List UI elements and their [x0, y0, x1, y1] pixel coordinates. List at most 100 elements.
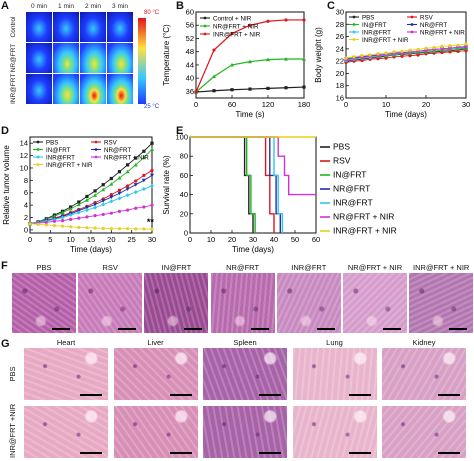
data-point — [384, 56, 388, 60]
y-tick-label: 60 — [180, 171, 188, 180]
data-point — [126, 208, 130, 212]
data-point — [85, 194, 89, 199]
y-tick-label: 40 — [180, 190, 188, 199]
y-axis-label: Survival rate (%) — [162, 155, 171, 214]
panel-label-g: G — [1, 338, 10, 350]
data-point — [52, 223, 57, 228]
y-tick-label: 24 — [336, 44, 344, 53]
series-line — [190, 136, 254, 233]
data-point — [408, 54, 412, 58]
scale-bar — [348, 394, 371, 396]
data-point — [76, 202, 81, 207]
legend-entry: NR@FRT — [420, 22, 447, 29]
panel-label-a: A — [1, 0, 9, 12]
data-point — [77, 225, 81, 230]
y-tick-label: 48 — [186, 47, 194, 56]
data-point — [60, 224, 65, 228]
legend-entry: INR@FRT + NIR — [213, 31, 261, 38]
x-tick-label: 0 — [194, 100, 198, 109]
data-point — [456, 43, 460, 47]
data-point — [44, 223, 48, 227]
series-line — [190, 136, 282, 233]
histology-group-label: INR@FRT + NIR — [413, 263, 470, 272]
legend-entry: INR@FRT — [333, 197, 373, 207]
y-tick-label: 6 — [24, 188, 28, 197]
legend-marker — [36, 155, 40, 159]
data-point — [117, 191, 122, 196]
data-point — [117, 196, 122, 201]
data-point — [117, 175, 122, 180]
series-line — [345, 50, 467, 63]
scale-bar — [259, 452, 281, 454]
data-point — [141, 155, 146, 160]
data-point — [117, 170, 122, 174]
x-tick-label: 180 — [298, 100, 311, 109]
data-point — [109, 182, 114, 186]
data-point — [302, 56, 306, 61]
legend-marker — [36, 140, 40, 144]
data-point — [448, 44, 452, 48]
data-point — [212, 48, 216, 52]
data-point — [150, 203, 154, 207]
thermal-image-cell — [26, 74, 52, 104]
data-point — [76, 210, 81, 215]
x-tick-label: 0 — [344, 100, 348, 109]
tumor-histology-image — [409, 273, 474, 333]
legend-entry: NR@FRT + NIR — [104, 154, 149, 161]
data-point — [85, 226, 89, 230]
histology-group-label: INR@FRT — [291, 263, 327, 272]
time-label: 0 min — [31, 3, 47, 10]
scale-bar — [118, 328, 137, 330]
data-point — [344, 56, 348, 60]
legend-entry: INR@FRT + NIR — [362, 37, 409, 44]
time-label: 1 min — [58, 3, 74, 10]
y-tick-label: 18 — [336, 81, 344, 90]
y-tick-label: 16 — [336, 94, 344, 103]
legend-entry: PBS — [333, 141, 350, 151]
data-point — [424, 46, 428, 50]
organ-histology-image — [382, 406, 466, 458]
tumor-histology-image — [144, 273, 209, 333]
data-point — [464, 42, 468, 46]
data-point — [142, 227, 146, 231]
data-point — [60, 215, 65, 220]
legend-marker — [410, 15, 414, 19]
scale-bar — [449, 328, 468, 330]
legend-entry: INR@FRT — [362, 29, 391, 36]
y-tick-label: 10 — [20, 163, 28, 172]
legend-entry: INR@FRT — [46, 154, 75, 161]
thermal-image-cell — [107, 74, 133, 104]
x-tick-label: 20 — [422, 100, 430, 109]
data-point — [28, 222, 32, 226]
y-tick-label: 4 — [24, 201, 28, 210]
y-tick-label: 0 — [184, 229, 188, 238]
data-point — [230, 88, 234, 92]
data-point — [352, 55, 356, 59]
y-tick-label: 28 — [336, 20, 344, 29]
legend-entry: INR@FRT + NIR — [333, 225, 397, 235]
scale-bar — [316, 328, 335, 330]
body-weight-chart: 0 10 20 30 16 18 20 22 24 26 28 30 Time (days) Body w… — [314, 8, 470, 120]
colorbar-min-label: 25 °C — [144, 104, 160, 110]
series-line — [29, 142, 153, 225]
data-point — [266, 19, 270, 23]
thermal-imaging-panel: 80 °C 25 °C 0 min 1 min 2 min 3 min Control N… — [0, 0, 160, 120]
y-tick-label: 100 — [175, 133, 188, 142]
data-point — [230, 62, 234, 67]
tumor-histology-image — [12, 273, 76, 333]
data-point — [150, 168, 154, 173]
data-point — [93, 202, 98, 207]
scale-bar — [80, 394, 102, 396]
x-tick-label: 60 — [228, 100, 236, 109]
data-point — [150, 173, 154, 178]
series-line — [29, 175, 153, 225]
y-tick-label: 30 — [336, 8, 344, 17]
data-point — [376, 57, 380, 61]
series-line — [190, 136, 316, 196]
plot-frame — [345, 11, 467, 99]
data-point — [133, 190, 138, 195]
data-point — [117, 209, 122, 213]
data-point — [302, 85, 306, 89]
x-tick-label: 20 — [228, 235, 236, 244]
data-point — [52, 219, 57, 223]
